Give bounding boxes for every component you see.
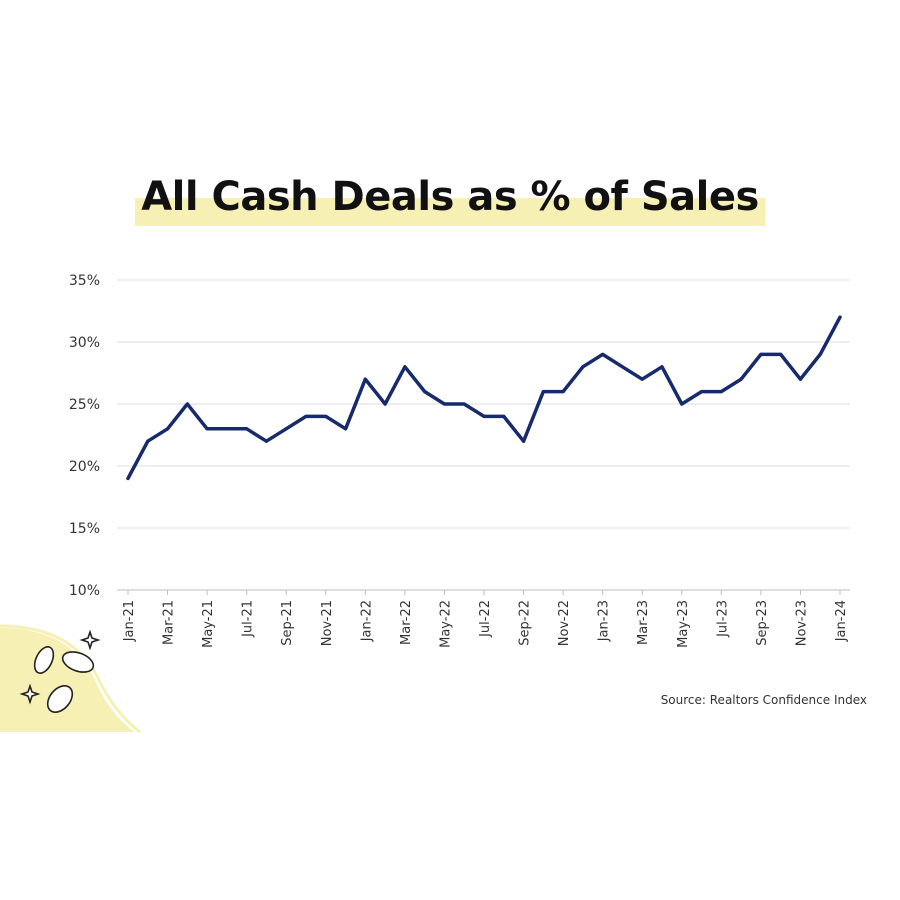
y-tick-label: 20%: [69, 459, 100, 475]
data-point: [798, 377, 802, 381]
x-tick-label: Sep-22: [518, 600, 533, 646]
x-tick-label: Nov-22: [557, 600, 572, 646]
data-point: [700, 390, 704, 394]
data-point: [245, 427, 249, 431]
x-tick-label: May-23: [676, 600, 691, 648]
data-point: [363, 377, 367, 381]
x-tick-label: Jan-23: [597, 600, 612, 642]
y-tick-label: 30%: [69, 335, 100, 351]
grid-lines: [117, 279, 850, 591]
data-point: [383, 402, 387, 406]
data-point: [719, 390, 723, 394]
data-point: [601, 352, 605, 356]
data-point: [660, 365, 664, 369]
y-tick-label: 15%: [69, 521, 100, 537]
data-point: [759, 352, 763, 356]
data-point: [680, 402, 684, 406]
x-tick-label: Sep-23: [755, 600, 770, 646]
data-point: [304, 414, 308, 418]
data-point: [126, 476, 130, 480]
coins-icon: [0, 624, 141, 734]
y-axis: 10% 15% 20% 25% 30% 35%: [69, 273, 100, 599]
y-tick-label: 10%: [69, 583, 100, 599]
x-tick-label: Mar-23: [636, 600, 651, 645]
data-point: [403, 365, 407, 369]
x-tick-label: Nov-21: [320, 600, 335, 646]
data-point: [779, 352, 783, 356]
data-point: [502, 414, 506, 418]
x-tick-label: Jul-22: [478, 600, 493, 638]
title-wrap: All Cash Deals as % of Sales: [0, 168, 900, 226]
chart-title-text: All Cash Deals as % of Sales: [141, 174, 759, 220]
data-point: [264, 439, 268, 443]
data-point: [344, 427, 348, 431]
x-tick-label: Sep-21: [280, 600, 295, 646]
data-point: [423, 390, 427, 394]
x-tick-label: Jul-23: [715, 600, 730, 638]
data-point: [561, 390, 565, 394]
chart-title: All Cash Deals as % of Sales: [135, 168, 765, 226]
series-layer: [126, 315, 842, 481]
data-point: [522, 439, 526, 443]
series-line: [126, 315, 842, 481]
y-tick-label: 25%: [69, 397, 100, 413]
x-tick-label: Jan-22: [359, 600, 374, 642]
data-point: [620, 365, 624, 369]
data-point: [442, 402, 446, 406]
data-point: [185, 402, 189, 406]
x-axis: Jan-21 Mar-21 May-21 Jul-21 Sep-21 Nov-21 Jan-…: [122, 590, 849, 648]
source-note: Source: Realtors Confidence Index: [660, 693, 867, 707]
data-point: [166, 427, 170, 431]
x-tick-label: Jan-24: [834, 600, 849, 642]
x-tick-label: Mar-22: [399, 600, 414, 645]
data-point: [739, 377, 743, 381]
x-tick-label: Nov-23: [794, 600, 809, 646]
data-point: [205, 427, 209, 431]
data-point: [462, 402, 466, 406]
data-point: [541, 390, 545, 394]
data-point: [482, 414, 486, 418]
x-tick-label: May-22: [438, 600, 453, 648]
y-tick-label: 35%: [69, 273, 100, 289]
data-point: [838, 315, 842, 319]
x-tick-label: Mar-21: [162, 600, 177, 645]
x-tick-label: Jan-21: [122, 600, 137, 642]
data-point: [225, 427, 229, 431]
data-point: [581, 365, 585, 369]
x-tick-label: May-21: [201, 600, 216, 648]
data-point: [146, 439, 150, 443]
data-point: [324, 414, 328, 418]
data-point: [640, 377, 644, 381]
x-tick-label: Jul-21: [241, 600, 256, 638]
data-point: [818, 352, 822, 356]
data-point: [284, 427, 288, 431]
